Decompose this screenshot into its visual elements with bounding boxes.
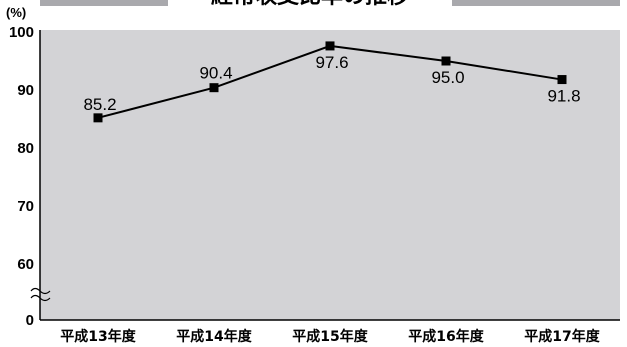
data-label: 91.8 <box>547 87 580 106</box>
x-category-label: 平成16年度 <box>408 328 484 345</box>
y-tick-label: 90 <box>17 82 34 99</box>
y-unit-label: (%) <box>6 5 26 20</box>
data-point-marker <box>209 83 219 93</box>
axis-break-icon <box>30 287 51 302</box>
chart-title-area: 経常収支比率の推移 <box>40 0 620 9</box>
x-category-label: 平成13年度 <box>60 328 136 345</box>
chart-title: 経常収支比率の推移 <box>211 0 409 9</box>
y-tick-labels: 0 60 70 80 90 100 <box>9 24 34 329</box>
data-label: 90.4 <box>199 64 232 83</box>
y-tick-label: 80 <box>17 140 34 157</box>
data-point-marker <box>93 113 103 123</box>
data-label: 97.6 <box>315 53 348 72</box>
series-markers <box>93 41 567 123</box>
data-point-marker <box>557 75 567 85</box>
plot-area <box>40 30 620 320</box>
data-point-marker <box>441 56 451 66</box>
y-tick-label: 60 <box>17 256 34 273</box>
y-tick-label: 100 <box>9 24 34 41</box>
x-category-label: 平成14年度 <box>176 328 252 345</box>
y-tick-label: 70 <box>17 198 34 215</box>
data-point-marker <box>325 41 335 51</box>
data-label: 95.0 <box>431 68 464 87</box>
y-tick-label: 0 <box>26 312 34 329</box>
data-labels: 85.2 90.4 97.6 95.0 91.8 <box>83 53 580 114</box>
data-label: 85.2 <box>83 95 116 114</box>
x-category-labels: 平成13年度 平成14年度 平成15年度 平成16年度 平成17年度 <box>60 328 600 345</box>
x-category-label: 平成15年度 <box>292 328 368 345</box>
x-category-label: 平成17年度 <box>524 328 600 345</box>
